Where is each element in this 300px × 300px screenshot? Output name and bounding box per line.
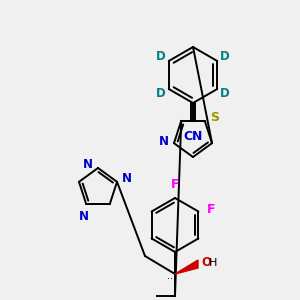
Text: C: C — [183, 130, 193, 143]
Text: D: D — [156, 50, 166, 63]
Text: F: F — [206, 203, 215, 216]
Text: N: N — [79, 210, 89, 223]
Text: H: H — [209, 258, 218, 268]
Text: N: N — [192, 130, 202, 143]
Text: N: N — [159, 135, 169, 148]
Text: F: F — [171, 178, 179, 191]
Text: S: S — [210, 111, 219, 124]
Text: D: D — [220, 50, 230, 63]
Text: N: N — [122, 172, 132, 185]
Polygon shape — [175, 260, 198, 274]
Text: ···: ··· — [167, 274, 176, 284]
Text: D: D — [156, 87, 166, 100]
Text: D: D — [220, 87, 230, 100]
Text: O: O — [201, 256, 211, 269]
Text: N: N — [83, 158, 93, 172]
